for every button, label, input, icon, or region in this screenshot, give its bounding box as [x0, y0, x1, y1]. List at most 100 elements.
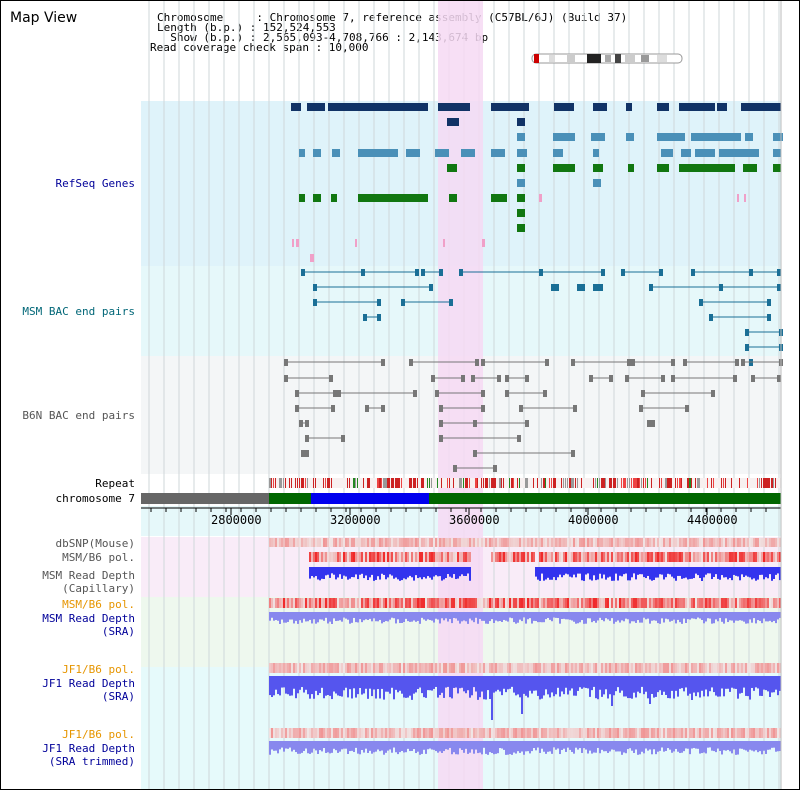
read-depth-bar [659, 741, 661, 751]
polymorphism-cell [695, 663, 697, 673]
polymorphism-cell [653, 552, 655, 562]
read-depth-bar [309, 567, 311, 579]
read-depth-bar [503, 612, 505, 620]
read-depth-bar [473, 612, 475, 623]
repeat-track-label: Repeat [95, 477, 135, 490]
polymorphism-cell [487, 728, 489, 738]
repeat-element [275, 478, 276, 488]
read-depth-bar [623, 741, 625, 753]
read-depth-bar [627, 676, 629, 699]
polymorphism-cell [355, 538, 357, 547]
polymorphism-cell [517, 663, 519, 673]
polymorphism-cell [587, 728, 589, 738]
read-depth-bar [383, 567, 385, 575]
polymorphism-cell [733, 552, 735, 562]
polymorphism-cell [585, 538, 587, 547]
polymorphism-cell [773, 598, 775, 608]
read-depth-bar [509, 676, 511, 689]
polymorphism-cell [481, 538, 483, 547]
gene-feature [296, 239, 299, 247]
read-depth-bar [407, 612, 409, 622]
polymorphism-cell [569, 552, 571, 562]
read-depth-bar [503, 741, 505, 750]
polymorphism-cell [511, 598, 513, 608]
read-depth-bar [747, 612, 749, 624]
read-depth-bar [299, 676, 301, 690]
polymorphism-cell [281, 538, 283, 547]
repeat-element [395, 478, 398, 488]
read-depth-bar [743, 676, 745, 688]
read-depth-bar [519, 741, 521, 753]
polymorphism-cell [555, 728, 557, 738]
b6n-bac-pair-end [589, 375, 593, 382]
read-depth-bar [617, 567, 619, 581]
polymorphism-cell [705, 598, 707, 608]
polymorphism-cell [641, 728, 643, 738]
polymorphism-cell [547, 663, 549, 673]
read-depth-bar [589, 612, 591, 619]
repeat-element [421, 478, 424, 488]
read-depth-bar [615, 676, 617, 692]
read-depth-bar [663, 741, 665, 752]
polymorphism-cell [597, 728, 599, 738]
polymorphism-cell [349, 538, 351, 547]
polymorphism-cell [335, 728, 337, 738]
polymorphism-cell [745, 552, 747, 562]
read-depth-bar [701, 676, 703, 691]
read-depth-bar [655, 676, 657, 697]
repeat-element [299, 478, 300, 488]
polymorphism-cell [309, 663, 311, 673]
polymorphism-cell [749, 728, 751, 738]
polymorphism-cell [727, 728, 729, 738]
gene-feature [593, 164, 603, 172]
read-depth-bar [771, 676, 773, 693]
read-depth-bar [639, 612, 641, 623]
polymorphism-cell [645, 728, 647, 738]
polymorphism-cell [673, 538, 675, 547]
read-depth-bar [735, 567, 737, 576]
polymorphism-cell [581, 538, 583, 547]
gene-feature [517, 224, 525, 232]
read-depth-bar [655, 612, 657, 621]
polymorphism-cell [387, 538, 389, 547]
polymorphism-cell [443, 552, 445, 562]
read-depth-bar [333, 567, 335, 575]
read-depth-bar [629, 676, 631, 699]
repeat-element [679, 478, 682, 488]
read-depth-bar [631, 741, 633, 751]
read-depth-bar [389, 741, 391, 750]
polymorphism-cell [681, 598, 683, 608]
polymorphism-cell [763, 663, 765, 673]
polymorphism-cell [611, 728, 613, 738]
polymorphism-cell [483, 598, 485, 608]
polymorphism-cell [685, 538, 687, 547]
polymorphism-cell [311, 663, 313, 673]
read-depth-bar [567, 741, 569, 748]
read-depth-bar [277, 741, 279, 754]
polymorphism-cell [355, 728, 357, 738]
polymorphism-cell [365, 728, 367, 738]
polymorphism-cell [333, 552, 335, 562]
polymorphism-cell [647, 538, 649, 547]
polymorphism-cell [635, 663, 637, 673]
polymorphism-cell [779, 552, 781, 562]
polymorphism-cell [565, 598, 567, 608]
polymorphism-cell [547, 552, 549, 562]
polymorphism-cell [391, 663, 393, 673]
polymorphism-cell [381, 598, 383, 608]
polymorphism-cell [631, 552, 633, 562]
repeat-element [615, 478, 616, 488]
polymorphism-cell [433, 552, 435, 562]
polymorphism-cell [361, 598, 363, 608]
polymorphism-cell [749, 552, 751, 562]
polymorphism-cell [677, 538, 679, 547]
read-depth-bar [661, 567, 663, 575]
polymorphism-cell [737, 663, 739, 673]
read-depth-bar [423, 567, 425, 578]
read-depth-bar [607, 676, 609, 699]
read-depth-bar [765, 612, 767, 622]
polymorphism-cell [413, 663, 415, 673]
repeat-element [283, 478, 284, 488]
repeat-element [621, 478, 622, 488]
